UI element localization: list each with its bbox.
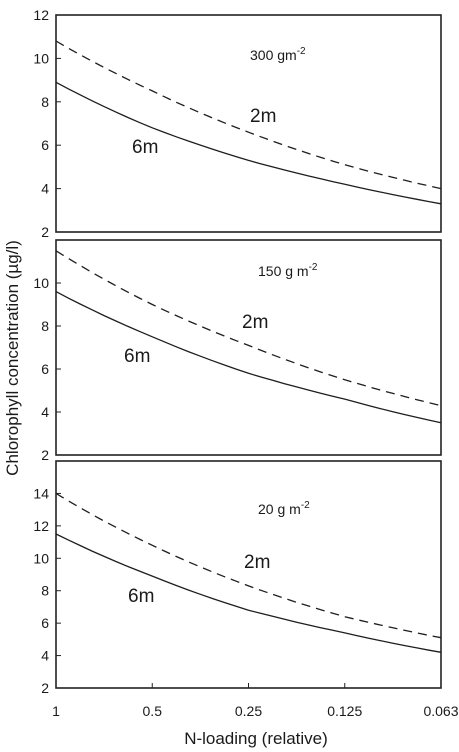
x-tick-label: 0.063	[423, 703, 458, 719]
panel-label: 300 gm-2	[250, 46, 306, 63]
x-axis-title: N-loading (relative)	[184, 729, 328, 748]
x-tick-label: 0.5	[143, 703, 163, 719]
panel-frame	[55, 14, 442, 233]
series-label-2m: 2m	[242, 312, 268, 333]
y-tick-label: 10	[33, 275, 49, 291]
panel-label-exponent: -2	[309, 262, 318, 273]
series-line-6m	[55, 291, 442, 424]
y-tick-label: 2	[41, 224, 49, 240]
x-tick-label: 0.125	[327, 703, 362, 719]
panel-label: 150 g m-2	[258, 262, 318, 279]
y-tick-label: 6	[41, 137, 49, 153]
y-tick-label: 4	[41, 181, 49, 197]
series-line-2m	[55, 40, 442, 190]
panel-frame	[55, 239, 442, 456]
y-tick-label: 10	[33, 550, 49, 566]
panel-label: 20 g m-2	[258, 500, 310, 517]
y-tick-label: 12	[33, 518, 49, 534]
series-label-6m: 6m	[124, 346, 150, 367]
y-tick-label: 6	[41, 361, 49, 377]
panel-label-exponent: -2	[297, 46, 306, 57]
y-tick-label: 8	[41, 94, 49, 110]
series-line-2m	[55, 492, 442, 639]
panel-frame	[55, 460, 442, 689]
y-axis-title: Chlorophyll concentration (µg/l)	[3, 240, 22, 476]
panel-3: 2 4 6 8 10 12 14 20 g m-2 2m 6m	[33, 460, 442, 696]
y-tick-label: 8	[41, 583, 49, 599]
panel-label-exponent: -2	[301, 500, 310, 511]
panel-1: 2 4 6 8 10 12 300 gm-2 2m 6m	[33, 7, 442, 240]
series-label-2m: 2m	[250, 106, 276, 127]
series-label-6m: 6m	[128, 586, 154, 607]
series-line-6m	[55, 533, 442, 653]
series-line-6m	[55, 81, 442, 205]
y-tick-label: 10	[33, 50, 49, 66]
series-label-6m: 6m	[132, 137, 158, 158]
y-tick-label: 6	[41, 615, 49, 631]
y-tick-label: 4	[41, 648, 49, 664]
y-tick-label: 4	[41, 404, 49, 420]
y-tick-label: 12	[33, 7, 49, 23]
series-line-2m	[55, 250, 442, 407]
x-tick-label: 0.25	[235, 703, 262, 719]
y-tick-label: 2	[41, 680, 49, 696]
series-label-2m: 2m	[244, 552, 270, 573]
y-tick-label: 2	[41, 447, 49, 463]
panel-2: 2 4 6 8 10 150 g m-2 2m 6m	[33, 239, 442, 463]
y-tick-label: 14	[33, 485, 49, 501]
y-tick-label: 8	[41, 318, 49, 334]
x-tick-label: 1	[52, 703, 60, 719]
